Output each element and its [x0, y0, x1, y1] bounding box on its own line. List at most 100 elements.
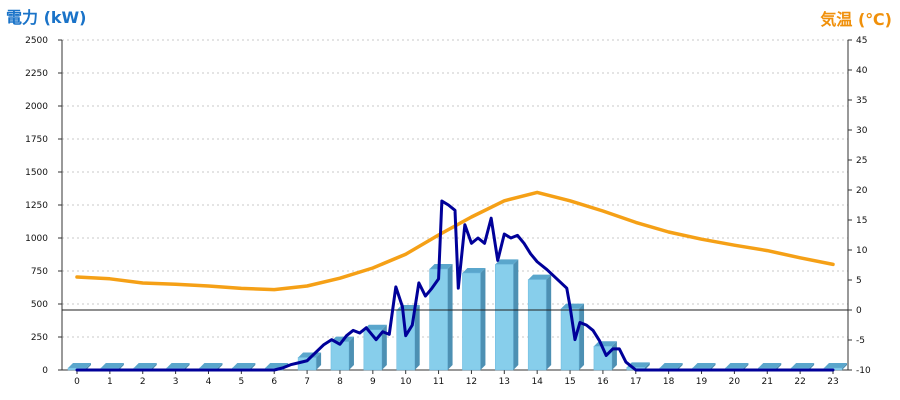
right-tick-label: 25 [856, 156, 867, 166]
bar-top [725, 363, 749, 368]
bar-side [151, 363, 157, 370]
bar-side [414, 304, 420, 370]
power-bars [67, 259, 847, 371]
right-tick-label: 0 [856, 306, 862, 316]
series-lines [75, 190, 835, 372]
right-tick-label: 40 [856, 66, 868, 76]
bar-top [692, 363, 716, 368]
left-tick-label: 1250 [25, 201, 48, 211]
bar-side [677, 363, 683, 370]
bar-side [546, 274, 552, 370]
bar-side [579, 303, 585, 370]
bar [527, 279, 547, 371]
x-tick-label: 1 [107, 377, 113, 387]
right-tick-label: 20 [856, 186, 868, 196]
bar-top [528, 274, 552, 280]
bar-top [791, 363, 815, 368]
bar [462, 272, 481, 371]
right-tick-label: -5 [856, 336, 865, 346]
bar-top [100, 363, 124, 368]
x-tick-label: 10 [400, 377, 412, 387]
bar-side [710, 363, 716, 370]
bar-top [363, 324, 387, 330]
x-tick-label: 15 [564, 377, 575, 387]
bar-top [232, 363, 256, 368]
left-tick-label: 0 [42, 366, 48, 376]
x-tick-label: 12 [466, 377, 477, 387]
bar-side [842, 363, 847, 370]
x-tick-label: 6 [271, 377, 277, 387]
bar-top [166, 363, 190, 368]
left-tick-label: 2250 [25, 69, 48, 79]
bar-top [824, 363, 847, 368]
x-tick-label: 5 [238, 377, 244, 387]
bar-top [68, 363, 91, 368]
bar-side [776, 363, 782, 370]
bar-side [381, 324, 387, 370]
bar-side [250, 363, 256, 370]
x-tick-label: 11 [433, 377, 444, 387]
right-axis-title: 気温 (℃) [820, 10, 892, 29]
x-tick-label: 2 [140, 377, 146, 387]
right-tick-label: 5 [856, 276, 862, 286]
x-tick-label: 9 [370, 377, 376, 387]
bar-top [659, 363, 683, 368]
x-tick-label: 4 [206, 377, 212, 387]
bar-side [644, 362, 650, 370]
left-tick-label: 750 [31, 267, 48, 277]
bar-side [184, 363, 190, 370]
x-tick-label: 18 [663, 377, 675, 387]
bar-top [495, 259, 519, 265]
bar-side [447, 264, 453, 370]
x-tick-label: 8 [337, 377, 343, 387]
right-tick-label: 35 [856, 96, 867, 106]
x-tick-label: 17 [630, 377, 641, 387]
bar-side [743, 363, 749, 370]
bar-top [758, 363, 782, 368]
bar-side [118, 363, 124, 370]
right-tick-label: 10 [856, 246, 868, 256]
x-tick-label: 14 [531, 377, 543, 387]
bar-top [561, 303, 585, 309]
left-tick-label: 1500 [25, 168, 48, 178]
left-tick-label: 500 [31, 300, 48, 310]
bar-side [611, 341, 617, 370]
left-tick-label: 1750 [25, 135, 48, 145]
x-tick-label: 19 [696, 377, 708, 387]
bar-side [480, 267, 486, 370]
tick-labels: 0 250 500 750 10 0 0 1250 1500 1750 2000 2250 2500 -1… [25, 36, 871, 387]
power-line [75, 199, 835, 372]
right-tick-label: 45 [856, 36, 867, 46]
bar-top [133, 363, 157, 368]
bar-top [429, 264, 453, 270]
bar [495, 264, 514, 371]
x-tick-label: 20 [729, 377, 741, 387]
left-tick-label: 2500 [25, 36, 48, 46]
x-tick-label: 0 [74, 377, 80, 387]
left-tick-label: 250 [31, 333, 48, 343]
x-tick-label: 13 [499, 377, 510, 387]
bar [330, 341, 350, 371]
x-tick-label: 3 [173, 377, 179, 387]
grid-lines [62, 39, 848, 338]
bar-side [86, 363, 91, 370]
right-tick-label: -10 [856, 366, 871, 376]
bar [429, 268, 448, 371]
x-tick-label: 7 [304, 377, 310, 387]
bar-side [348, 336, 354, 370]
bar-side [513, 259, 519, 370]
x-tick-label: 16 [597, 377, 609, 387]
x-tick-label: 21 [762, 377, 773, 387]
left-axis-title: 電力 (kW) [6, 8, 87, 27]
bar-top [462, 267, 486, 273]
x-tick-label: 23 [827, 377, 838, 387]
bar-side [217, 363, 223, 370]
bar-side [316, 352, 322, 370]
left-tick-label: 2000 [25, 102, 48, 112]
bar-top [199, 363, 223, 368]
right-tick-label: 15 [856, 216, 867, 226]
bar-side [809, 363, 815, 370]
right-tick-label: 30 [856, 126, 868, 136]
axes [58, 39, 852, 374]
